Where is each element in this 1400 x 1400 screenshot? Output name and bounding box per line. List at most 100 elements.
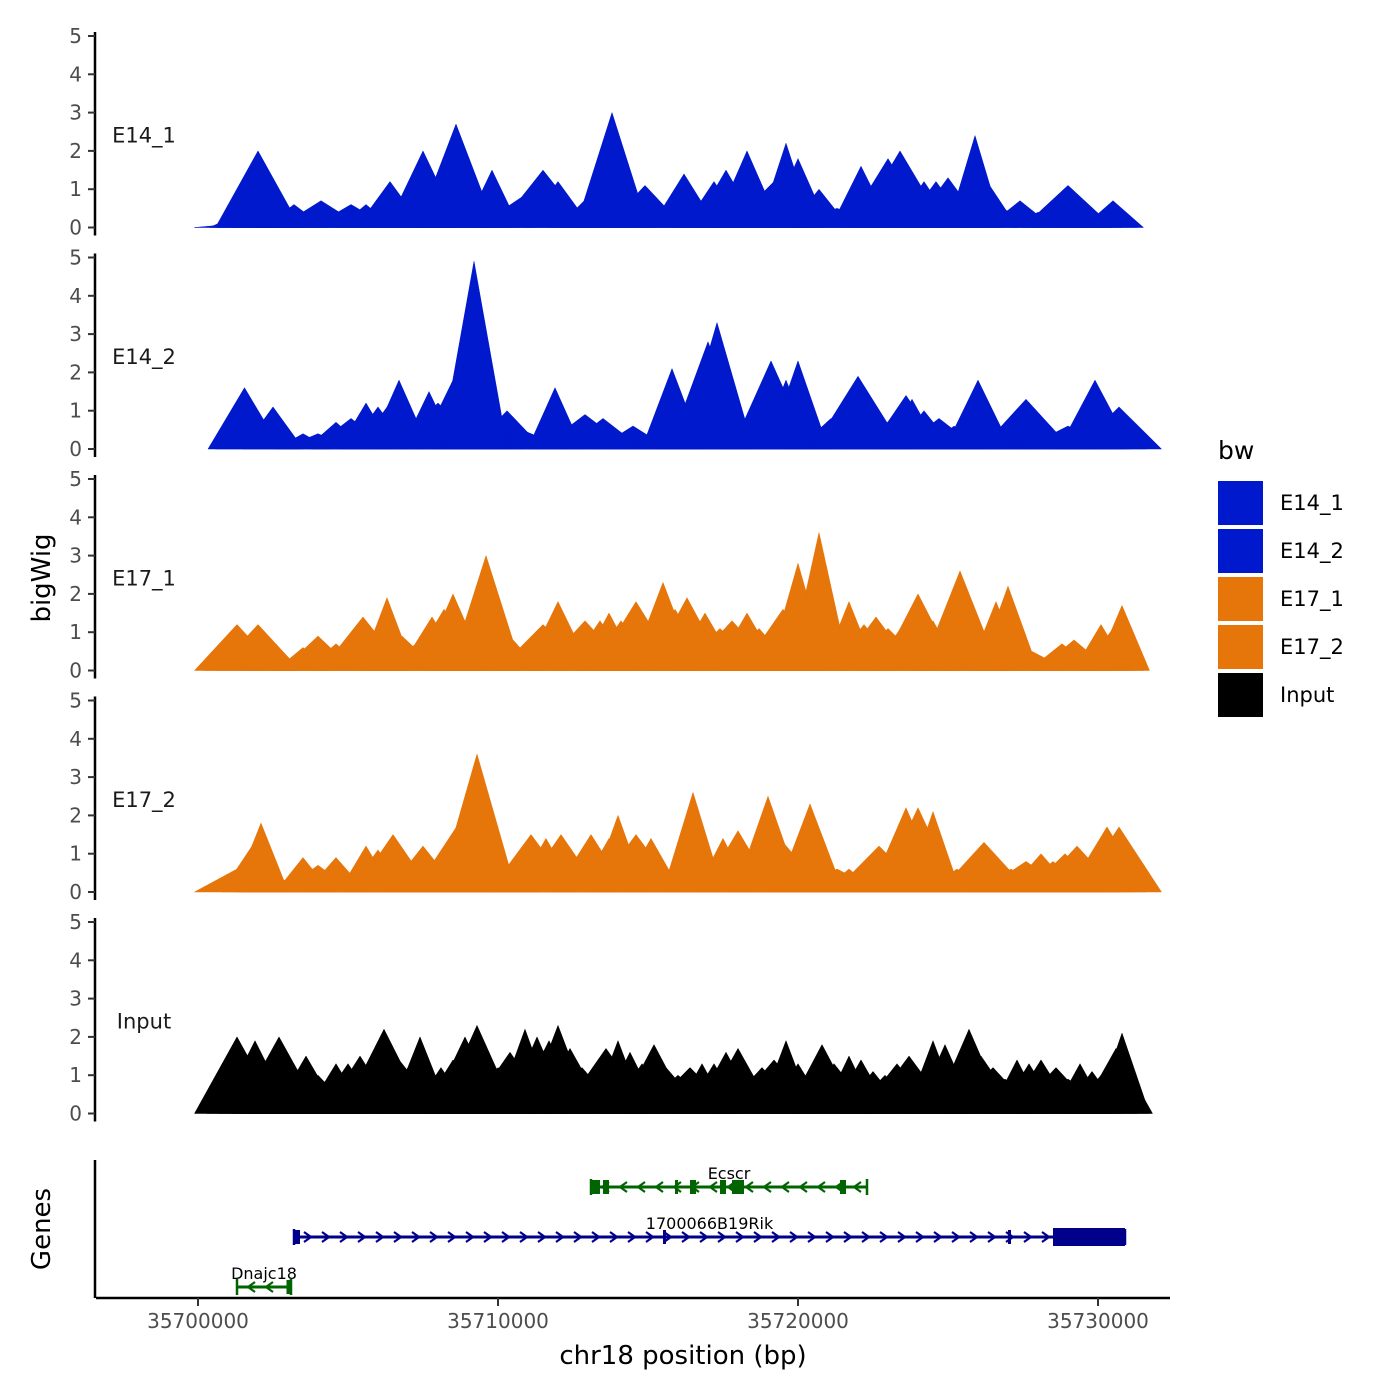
strand-arrow bbox=[411, 1231, 421, 1243]
x-axis: 35700000 35710000 35720000 35730000 bbox=[96, 1296, 1170, 1333]
strand-arrow bbox=[357, 1231, 367, 1243]
legend-label: E17_1 bbox=[1280, 587, 1344, 612]
strand-arrow bbox=[1041, 1231, 1051, 1243]
y-tick-label: 4 bbox=[69, 727, 82, 751]
legend-label: E14_2 bbox=[1280, 539, 1344, 564]
strand-arrow bbox=[780, 1181, 790, 1193]
strand-arrow bbox=[987, 1231, 997, 1243]
strand-arrow bbox=[519, 1231, 529, 1243]
gene-label: 1700066B19Rik bbox=[646, 1214, 774, 1233]
y-tick-label: 5 bbox=[69, 910, 82, 934]
genes-axis-title: Genes bbox=[27, 1188, 57, 1270]
legend-swatch-E14_1 bbox=[1218, 481, 1263, 525]
y-tick-label: 4 bbox=[69, 284, 82, 308]
strand-arrow bbox=[951, 1231, 961, 1243]
y-tick-label: 1 bbox=[69, 842, 82, 866]
track-E14_2: 0 1 2 3 4 5 E14_2 bbox=[69, 246, 1162, 461]
strand-arrow bbox=[816, 1181, 826, 1193]
strand-arrow bbox=[465, 1231, 475, 1243]
coverage-area-E17_2 bbox=[194, 753, 1162, 893]
strand-arrow bbox=[303, 1231, 313, 1243]
strand-arrow bbox=[375, 1231, 385, 1243]
strand-arrow bbox=[321, 1231, 331, 1243]
strand-arrow bbox=[762, 1181, 772, 1193]
legend-title: bw bbox=[1218, 436, 1254, 465]
legend-swatch-E17_2 bbox=[1218, 625, 1263, 669]
exon bbox=[663, 1230, 666, 1244]
exon bbox=[732, 1180, 744, 1194]
y-tick-label: 2 bbox=[69, 139, 82, 163]
exon bbox=[1053, 1228, 1125, 1246]
y-tick-label: 1 bbox=[69, 399, 82, 423]
y-tick-label: 0 bbox=[69, 437, 82, 461]
gene-label: Dnajc18 bbox=[231, 1264, 297, 1283]
track-label: E17_1 bbox=[112, 567, 176, 592]
strand-arrow bbox=[825, 1231, 835, 1243]
strand-arrow bbox=[447, 1231, 457, 1243]
track-E17_1: 0 1 2 3 4 5 E17_1 bbox=[69, 467, 1150, 683]
strand-arrow bbox=[645, 1231, 655, 1243]
y-axis-title: bigWig bbox=[27, 533, 57, 622]
strand-arrow bbox=[807, 1231, 817, 1243]
strand-arrow bbox=[393, 1231, 403, 1243]
strand-arrow bbox=[663, 1231, 673, 1243]
track-label: E17_2 bbox=[112, 788, 176, 813]
y-tick-label: 4 bbox=[69, 505, 82, 529]
y-tick-label: 3 bbox=[69, 101, 82, 125]
strand-arrow bbox=[483, 1231, 493, 1243]
strand-arrow bbox=[246, 1281, 256, 1293]
y-tick-label: 1 bbox=[69, 620, 82, 644]
legend-label: E14_1 bbox=[1280, 491, 1344, 516]
strand-arrow bbox=[708, 1181, 718, 1193]
track-E14_1: 0 1 2 3 4 5 E14_1 bbox=[69, 24, 1144, 240]
exon bbox=[720, 1180, 726, 1194]
gene-label: Ecscr bbox=[708, 1164, 751, 1183]
strand-arrow bbox=[897, 1231, 907, 1243]
exon bbox=[840, 1180, 846, 1194]
exon bbox=[675, 1180, 678, 1194]
y-tick-label: 1 bbox=[69, 1063, 82, 1087]
track-Input: 0 1 2 3 4 5 Input bbox=[69, 910, 1153, 1126]
legend: bw E14_1 E14_2 E17_1 E17_2 Input bbox=[1218, 436, 1344, 717]
y-tick-label: 5 bbox=[69, 467, 82, 491]
track-E17_2: 0 1 2 3 4 5 E17_2 bbox=[69, 689, 1162, 904]
y-tick-label: 4 bbox=[69, 62, 82, 86]
strand-arrow bbox=[627, 1231, 637, 1243]
strand-arrow bbox=[798, 1181, 808, 1193]
track-label: E14_1 bbox=[112, 124, 176, 149]
coverage-area-E17_1 bbox=[194, 532, 1150, 671]
y-tick-label: 4 bbox=[69, 948, 82, 972]
strand-arrow bbox=[672, 1181, 682, 1193]
strand-arrow bbox=[933, 1231, 943, 1243]
strand-arrow bbox=[1023, 1231, 1033, 1243]
gene-annotation-panel: Ecscr 1700066B19Rik Dnajc18 bbox=[93, 1160, 1127, 1298]
strand-arrow bbox=[717, 1231, 727, 1243]
exon bbox=[294, 1230, 300, 1244]
y-tick-label: 3 bbox=[69, 765, 82, 789]
strand-arrow bbox=[537, 1231, 547, 1243]
legend-label: Input bbox=[1280, 683, 1334, 707]
y-tick-label: 3 bbox=[69, 987, 82, 1011]
track-label: E14_2 bbox=[112, 345, 176, 370]
y-tick-label: 2 bbox=[69, 582, 82, 606]
y-tick-label: 3 bbox=[69, 322, 82, 346]
gene-Dnajc18: Dnajc18 bbox=[231, 1264, 297, 1295]
strand-arrow bbox=[339, 1231, 349, 1243]
strand-arrow bbox=[771, 1231, 781, 1243]
y-tick-label: 5 bbox=[69, 689, 82, 713]
y-tick-label: 2 bbox=[69, 360, 82, 384]
strand-arrow bbox=[861, 1231, 871, 1243]
exon bbox=[690, 1180, 696, 1194]
y-tick-label: 1 bbox=[69, 177, 82, 201]
strand-arrow bbox=[636, 1181, 646, 1193]
strand-arrow bbox=[735, 1231, 745, 1243]
strand-arrow bbox=[852, 1181, 862, 1193]
x-tick-label: 35720000 bbox=[747, 1309, 849, 1333]
y-tick-label: 0 bbox=[69, 659, 82, 683]
strand-arrow bbox=[843, 1231, 853, 1243]
strand-arrow bbox=[654, 1181, 664, 1193]
strand-arrow bbox=[753, 1231, 763, 1243]
strand-arrow bbox=[501, 1231, 511, 1243]
strand-arrow bbox=[789, 1231, 799, 1243]
